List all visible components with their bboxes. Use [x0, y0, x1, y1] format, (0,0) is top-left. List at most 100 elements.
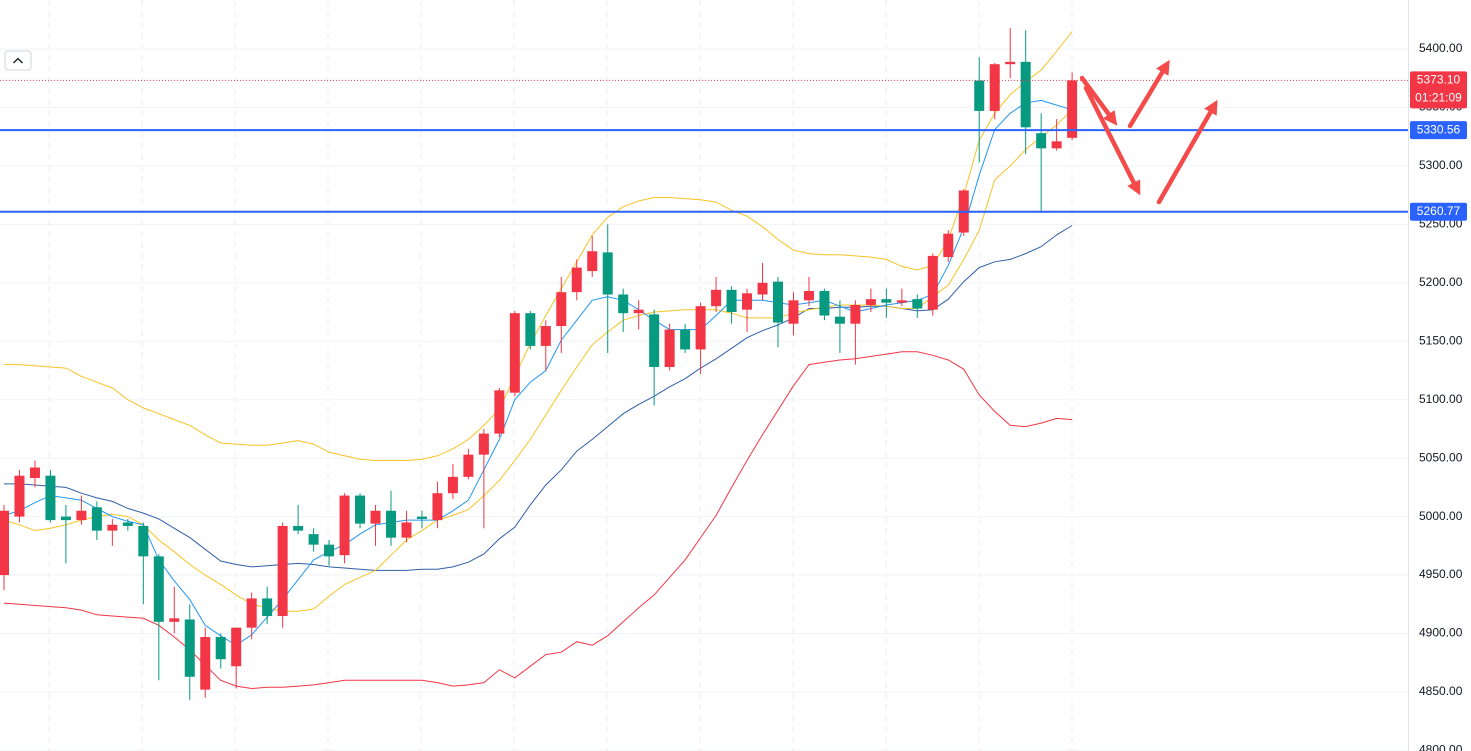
candle-body [355, 495, 366, 524]
candle-body [401, 522, 412, 538]
arrow [1156, 99, 1218, 205]
candle-body [850, 305, 861, 324]
arrow [1083, 85, 1141, 196]
price-badge [1410, 121, 1467, 140]
candle-body [726, 289, 737, 313]
candle-body [29, 467, 40, 479]
candle-body [695, 306, 706, 350]
candle-body [509, 313, 520, 393]
candle-body [107, 524, 118, 531]
candle-body [91, 507, 102, 531]
y-tick-label: 5200.00 [1419, 275, 1463, 289]
candle-body [1051, 141, 1062, 149]
candle-body [819, 290, 830, 316]
candle-body [45, 475, 56, 521]
candle-body [277, 525, 288, 616]
price-badge-label: 5330.56 [1417, 122, 1461, 136]
price-lines [0, 79, 1408, 213]
candle-body [184, 619, 195, 677]
candle-body [618, 294, 629, 314]
candle-body [912, 299, 923, 309]
y-tick-label: 4800.00 [1419, 743, 1463, 751]
indicators [3, 31, 1073, 690]
candle-body [633, 309, 644, 314]
candle-body [757, 282, 768, 295]
candle-body [865, 299, 876, 306]
candle-body [664, 329, 675, 367]
candle-body [525, 313, 536, 346]
candle-body [974, 80, 985, 111]
y-tick-label: 5400.00 [1419, 41, 1463, 55]
y-tick-label: 4950.00 [1419, 567, 1463, 581]
annotation-arrows [1079, 59, 1218, 205]
y-tick-label: 5150.00 [1419, 333, 1463, 347]
candle-body [76, 510, 87, 521]
candle-body [540, 326, 551, 346]
candle-body [416, 516, 427, 519]
candle-body [788, 300, 799, 324]
chevron-icon [13, 57, 23, 64]
candle-body [432, 493, 443, 521]
candle-body [14, 475, 25, 517]
candle-body [122, 522, 133, 526]
candle-body [927, 255, 938, 310]
countdown-label: 01:21:09 [1415, 91, 1462, 105]
candle-body [943, 233, 954, 258]
candle-body [896, 300, 907, 303]
price-badge [1410, 202, 1467, 221]
indicator-line [3, 99, 1073, 646]
arrow [1079, 75, 1118, 126]
price-badge-label: 5260.77 [1417, 204, 1461, 218]
candle-body [834, 316, 845, 324]
candle-body [680, 329, 691, 350]
candle-body [1036, 133, 1047, 149]
candle-body [571, 267, 582, 293]
price-grid [0, 48, 1408, 751]
candle-body [60, 516, 71, 521]
last-price-badge [1410, 71, 1467, 109]
y-tick-label: 4900.00 [1419, 626, 1463, 640]
candle-body [556, 292, 567, 327]
indicator-line [3, 351, 1073, 690]
candle-body [447, 476, 458, 494]
y-tick-label: 5300.00 [1419, 158, 1463, 172]
candle-body [478, 433, 489, 455]
candle-body [200, 637, 211, 690]
candle-body [246, 598, 257, 628]
candle-body [494, 390, 505, 434]
candle-body [1005, 61, 1016, 65]
y-tick-label: 5100.00 [1419, 392, 1463, 406]
candle-body [293, 525, 304, 531]
candle-body [711, 289, 722, 307]
candle-body [169, 618, 180, 622]
y-tick-label: 4850.00 [1419, 684, 1463, 698]
candle-body [0, 510, 9, 576]
candle-body [339, 495, 350, 556]
candle-body [370, 510, 381, 524]
candle-body [773, 281, 783, 323]
indicator-line [3, 109, 1073, 612]
candle-body [262, 598, 273, 616]
candle-body [463, 454, 474, 477]
candle-body [215, 637, 226, 660]
candle-body [324, 544, 335, 557]
button-box[interactable] [4, 50, 32, 71]
y-tick-label: 5000.00 [1419, 509, 1463, 523]
candle-body [881, 299, 892, 303]
collapse-button[interactable] [4, 50, 32, 71]
price-badges: 5330.56 5260.77 5373.10 01:21:09 [1410, 71, 1467, 221]
candles [0, 27, 1078, 701]
candle-body [308, 534, 319, 545]
candle-body [803, 290, 814, 301]
candle-body [649, 314, 660, 367]
candle-body [989, 64, 1000, 111]
candle-body [153, 556, 164, 622]
indicator-line [4, 31, 1073, 461]
last-price-label: 5373.10 [1417, 73, 1461, 87]
candle-body [602, 252, 613, 295]
candle-body [231, 627, 242, 667]
candle-body [742, 293, 753, 310]
candle-body [587, 251, 598, 272]
y-tick-label: 5050.00 [1419, 450, 1463, 464]
